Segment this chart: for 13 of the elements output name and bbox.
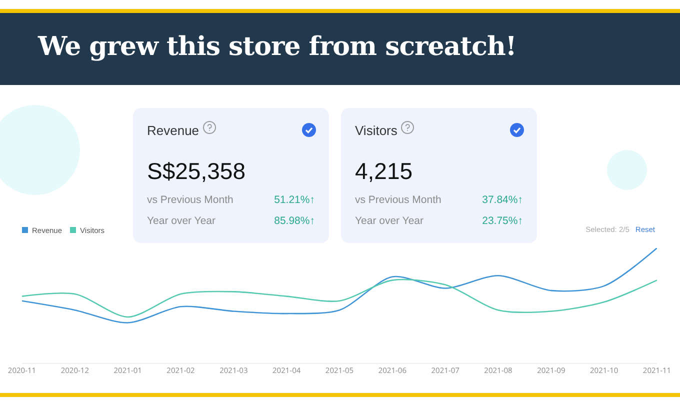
text: Visitors [355,122,398,138]
text: S$25,358 [147,158,246,185]
text: Year over Year [147,215,216,227]
text: 85.98%↑ [274,215,315,227]
text: 37.84%↑ [482,194,523,206]
text: 51.21%↑ [274,194,315,206]
text: vs Previous Month [147,194,234,206]
text: Year over Year [355,215,424,227]
text: 4,215 [355,158,413,185]
text: 23.75%↑ [482,215,523,227]
text: Revenue [147,122,200,138]
text: vs Previous Month [355,194,442,206]
chart-title: We grew this store from screatch! [38,32,516,62]
